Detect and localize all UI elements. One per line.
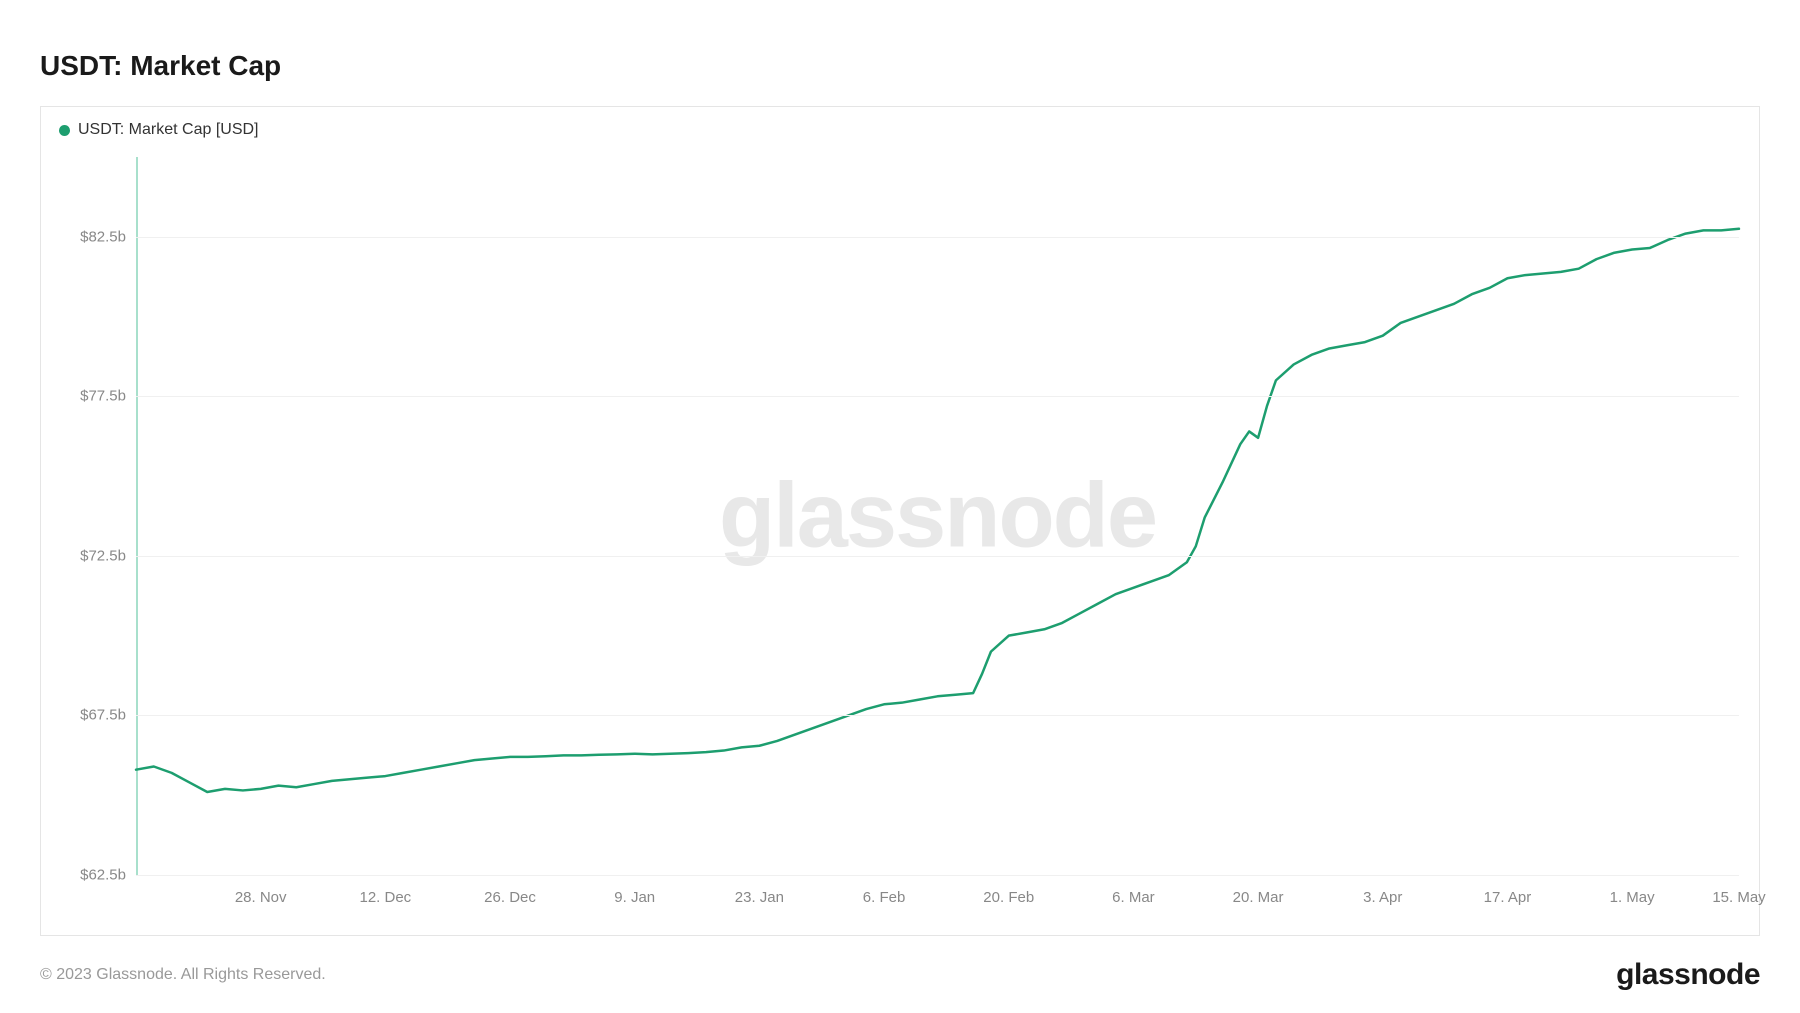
- legend: USDT: Market Cap [USD]: [59, 121, 258, 139]
- x-axis-label: 15. May: [1712, 889, 1765, 906]
- x-axis-label: 20. Mar: [1233, 889, 1284, 906]
- x-axis-label: 20. Feb: [983, 889, 1034, 906]
- x-axis-label: 28. Nov: [235, 889, 287, 906]
- x-axis-label: 6. Mar: [1112, 889, 1155, 906]
- line-chart-svg: [136, 157, 1739, 875]
- legend-dot-icon: [59, 125, 70, 136]
- gridline: [136, 556, 1739, 557]
- gridline: [136, 237, 1739, 238]
- x-axis-label: 3. Apr: [1363, 889, 1402, 906]
- y-axis-label: $67.5b: [80, 707, 126, 724]
- y-axis-label: $77.5b: [80, 388, 126, 405]
- gridline: [136, 396, 1739, 397]
- x-axis-label: 12. Dec: [359, 889, 411, 906]
- plot-area: glassnode $62.5b$67.5b$72.5b$77.5b$82.5b…: [136, 157, 1739, 875]
- legend-label: USDT: Market Cap [USD]: [78, 121, 258, 139]
- gridline: [136, 715, 1739, 716]
- x-axis-label: 17. Apr: [1484, 889, 1532, 906]
- gridline: [136, 875, 1739, 876]
- x-axis-label: 1. May: [1610, 889, 1655, 906]
- footer: © 2023 Glassnode. All Rights Reserved. g…: [40, 958, 1760, 992]
- chart-container: USDT: Market Cap [USD] glassnode $62.5b$…: [40, 106, 1760, 936]
- x-axis-label: 26. Dec: [484, 889, 536, 906]
- copyright-text: © 2023 Glassnode. All Rights Reserved.: [40, 966, 326, 984]
- brand-logo: glassnode: [1616, 958, 1760, 992]
- x-axis-label: 6. Feb: [863, 889, 906, 906]
- y-axis-label: $62.5b: [80, 867, 126, 884]
- chart-title: USDT: Market Cap: [40, 50, 1760, 82]
- x-axis-label: 9. Jan: [614, 889, 655, 906]
- y-axis-label: $82.5b: [80, 228, 126, 245]
- y-axis-label: $72.5b: [80, 547, 126, 564]
- x-axis-label: 23. Jan: [735, 889, 784, 906]
